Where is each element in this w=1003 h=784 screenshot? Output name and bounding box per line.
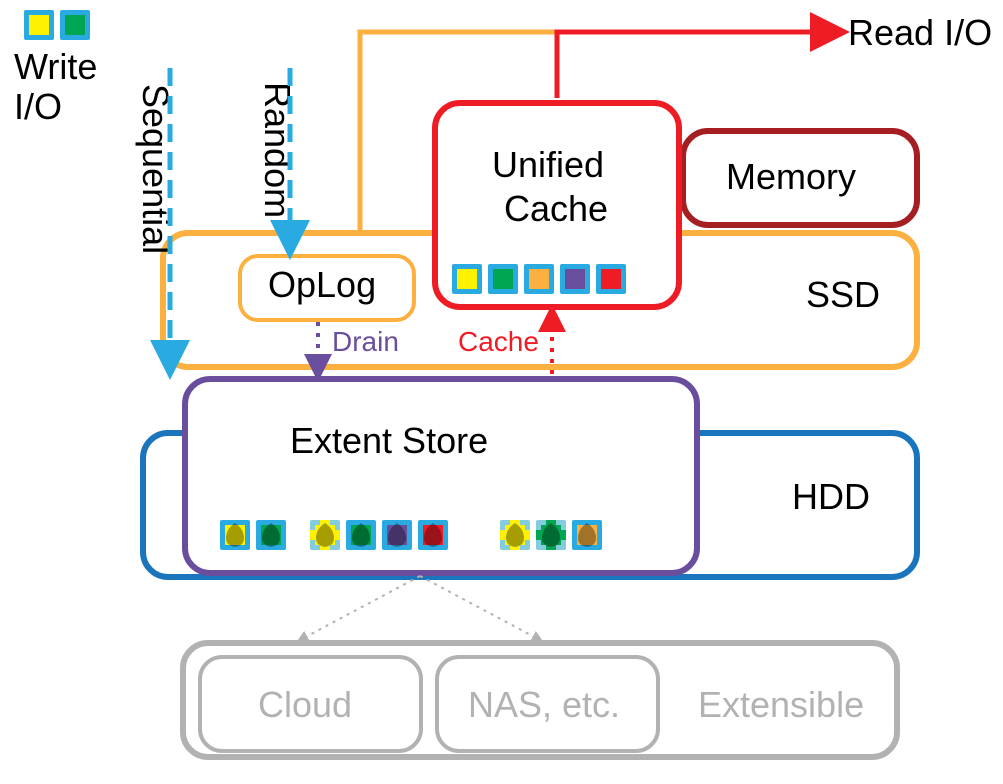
data-block xyxy=(452,264,482,294)
data-block xyxy=(310,520,340,550)
cache-label: Cache xyxy=(458,326,539,358)
write-io-blocks xyxy=(24,10,90,40)
extent-store-label: Extent Store xyxy=(290,420,488,462)
data-block xyxy=(500,520,530,550)
write-io-label-1: Write xyxy=(14,46,97,88)
ssd-label: SSD xyxy=(806,274,880,316)
data-block xyxy=(596,264,626,294)
data-block xyxy=(488,264,518,294)
extent-blocks-group-3 xyxy=(500,520,602,550)
data-block xyxy=(382,520,412,550)
drain-label: Drain xyxy=(332,326,399,358)
data-block xyxy=(536,520,566,550)
data-block xyxy=(418,520,448,550)
data-block xyxy=(220,520,250,550)
random-label: Random xyxy=(256,82,298,218)
sequential-label: Sequential xyxy=(134,84,176,254)
data-block xyxy=(346,520,376,550)
data-block xyxy=(572,520,602,550)
data-block xyxy=(524,264,554,294)
extent-blocks-group-1 xyxy=(220,520,286,550)
memory-label: Memory xyxy=(726,156,856,198)
read-io-label: Read I/O xyxy=(848,12,992,54)
oplog-label: OpLog xyxy=(268,264,376,306)
data-block xyxy=(60,10,90,40)
diagram-stage: Write I/O Read I/O Sequential Random OpL… xyxy=(0,0,1003,784)
unified-cache-label-1: Unified xyxy=(492,144,604,186)
extensible-label: Extensible xyxy=(698,684,864,726)
data-block xyxy=(24,10,54,40)
nas-label: NAS, etc. xyxy=(468,684,620,726)
data-block xyxy=(256,520,286,550)
hdd-label: HDD xyxy=(792,476,870,518)
cloud-label: Cloud xyxy=(258,684,352,726)
extent-blocks-group-2 xyxy=(310,520,448,550)
write-io-label-2: I/O xyxy=(14,86,62,128)
unified-cache-label-2: Cache xyxy=(504,188,608,230)
unified-cache-blocks xyxy=(452,264,626,294)
data-block xyxy=(560,264,590,294)
